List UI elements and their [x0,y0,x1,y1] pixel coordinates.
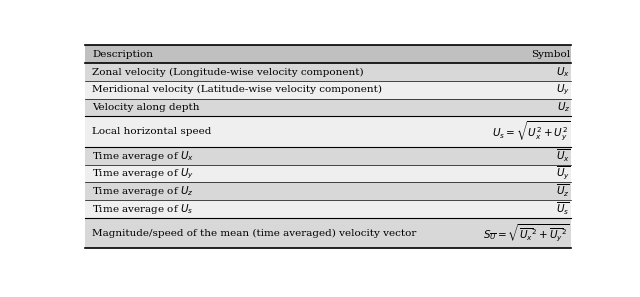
Bar [85,116,571,147]
Text: Time average of $U_y$: Time average of $U_y$ [92,166,195,181]
Bar [85,45,571,63]
Text: $\overline{U_z}$: $\overline{U_z}$ [556,183,570,199]
Text: $\overline{U_y}$: $\overline{U_y}$ [556,165,570,182]
Text: Meridional velocity (Latitude-wise velocity component): Meridional velocity (Latitude-wise veloc… [92,85,383,94]
Text: $S_{\overline{U}} = \sqrt{\overline{U_x}^2 + \overline{U_y}^2}$: $S_{\overline{U}} = \sqrt{\overline{U_x}… [483,222,570,244]
Text: Magnitude/speed of the mean (time averaged) velocity vector: Magnitude/speed of the mean (time averag… [92,228,417,238]
Bar [85,99,571,116]
Text: $U_x$: $U_x$ [556,65,570,79]
Bar [85,63,571,81]
Text: $\overline{U_s}$: $\overline{U_s}$ [556,200,570,217]
Bar [85,218,571,248]
Text: Description: Description [92,50,154,59]
Text: Symbol: Symbol [531,50,570,59]
Text: Time average of $U_z$: Time average of $U_z$ [92,184,195,198]
Bar [85,182,571,200]
Text: Local horizontal speed: Local horizontal speed [92,127,212,136]
Text: Time average of $U_x$: Time average of $U_x$ [92,149,195,163]
Bar [85,200,571,218]
Text: $U_z$: $U_z$ [557,101,570,114]
Text: Zonal velocity (Longitude-wise velocity component): Zonal velocity (Longitude-wise velocity … [92,68,364,77]
Text: Time average of $U_s$: Time average of $U_s$ [92,202,194,216]
Bar [85,147,571,165]
Text: $U_y$: $U_y$ [556,83,570,97]
Text: $\overline{U_x}$: $\overline{U_x}$ [556,148,570,164]
Text: $U_s = \sqrt{U_x^2 + U_y^2}$: $U_s = \sqrt{U_x^2 + U_y^2}$ [492,120,570,143]
Text: Velocity along depth: Velocity along depth [92,103,200,112]
Bar [85,165,571,182]
Bar [85,81,571,99]
